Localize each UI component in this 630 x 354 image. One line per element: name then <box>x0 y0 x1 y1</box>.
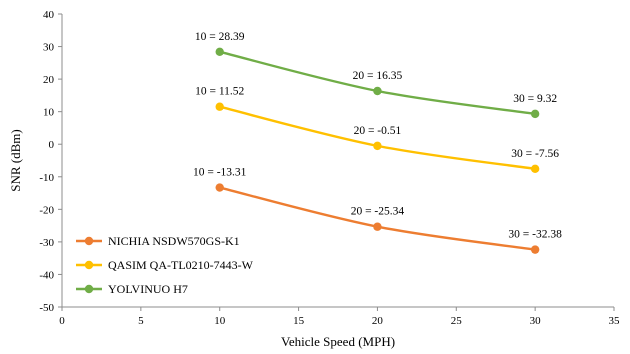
legend: NICHIA NSDW570GS-K1 QASIM QA-TL0210-7443-… <box>76 234 254 296</box>
series-line-0 <box>219 186 536 251</box>
y-axis-title: SNR (dBm) <box>8 129 23 191</box>
x-tick-label: 10 <box>214 315 226 327</box>
y-tick-label: 30 <box>43 42 55 54</box>
y-tick-label: -50 <box>39 302 54 314</box>
legend-marker <box>84 260 94 270</box>
data-label: 20 = 16.35 <box>353 70 403 82</box>
data-labels: 10 = -13.31 20 = -25.34 30 = -32.38 10 = 11… <box>193 31 562 241</box>
series-line-2 <box>219 50 536 116</box>
y-tick-label: -30 <box>39 237 54 249</box>
data-label: 10 = -13.31 <box>193 167 247 179</box>
legend-marker <box>84 236 94 246</box>
data-point <box>530 164 540 174</box>
y-tick-label: 10 <box>43 107 55 119</box>
data-label: 20 = -25.34 <box>351 206 405 218</box>
x-tick-label: 30 <box>530 315 542 327</box>
data-point <box>373 222 382 231</box>
data-label: 20 = -0.51 <box>354 125 402 137</box>
series-line-1 <box>219 105 536 171</box>
y-tick-label: 0 <box>49 139 55 151</box>
series-layer <box>215 47 540 254</box>
y-tick-label: -10 <box>39 172 54 184</box>
y-tick-label: -20 <box>39 204 54 216</box>
legend-entry: QASIM QA-TL0210-7443-W <box>108 258 254 272</box>
x-tick-label: 15 <box>293 315 305 327</box>
data-label: 30 = 9.32 <box>513 93 557 105</box>
legend-marker <box>84 284 94 294</box>
data-label: 10 = 28.39 <box>195 31 245 43</box>
data-label: 10 = 11.52 <box>195 86 244 98</box>
x-tick-label: 35 <box>609 315 621 327</box>
y-tick-label: -40 <box>39 269 54 281</box>
data-point <box>373 86 382 96</box>
x-axis-title: Vehicle Speed (MPH) <box>281 334 395 349</box>
x-tick-label: 20 <box>372 315 384 327</box>
data-point <box>215 102 224 111</box>
axes: -50 -40 -30 -20 -10 0 10 20 30 40 0 5 10 15 20 25 30 35 <box>39 9 620 327</box>
y-tick-label: 40 <box>43 9 55 21</box>
x-tick-label: 5 <box>138 315 144 327</box>
data-point <box>530 245 540 254</box>
x-tick-label: 0 <box>59 315 65 327</box>
x-tick-label: 25 <box>451 315 463 327</box>
legend-entry: YOLVINUO H7 <box>108 282 188 296</box>
y-tick-label: 20 <box>43 74 55 86</box>
data-point <box>215 183 224 192</box>
data-label: 30 = -7.56 <box>511 148 559 160</box>
legend-entry: NICHIA NSDW570GS-K1 <box>108 234 240 248</box>
data-point <box>373 141 382 151</box>
data-label: 30 = -32.38 <box>508 229 562 241</box>
data-point <box>530 109 540 119</box>
data-point <box>215 47 224 56</box>
